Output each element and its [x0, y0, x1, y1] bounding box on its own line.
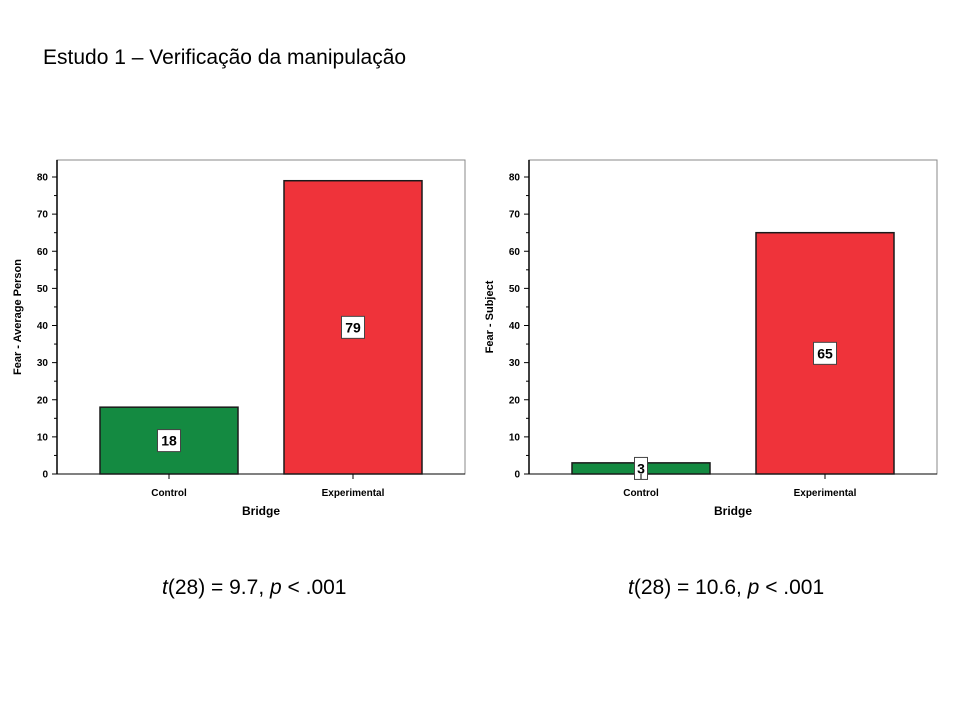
y-tick-label: 20: [509, 395, 521, 406]
slide-title: Estudo 1 – Verificação da manipulação: [43, 46, 407, 69]
data-label-box: [157, 429, 181, 453]
p-value: < .001: [281, 576, 347, 599]
y-axis-label: Fear - Average Person: [12, 259, 24, 375]
y-tick-label: 40: [37, 321, 49, 332]
x-axis-label: Bridge: [242, 504, 280, 518]
x-axis-label: Bridge: [714, 504, 752, 518]
y-tick-label: 30: [37, 358, 49, 369]
stat-result-left: t(28) = 9.7, p < .001: [162, 576, 346, 600]
x-tick-label: Experimental: [322, 488, 385, 499]
data-label-box: [813, 341, 837, 365]
y-tick-label: 10: [37, 432, 49, 443]
y-tick-label: 0: [514, 470, 520, 481]
y-tick-label: 70: [37, 210, 49, 221]
data-label: 65: [817, 345, 833, 361]
y-tick-label: 60: [37, 247, 49, 258]
chart-fear-subject: 0 10 20 30 40 50 60 70 80 Fear - Subject 3 Control 6…: [484, 159, 938, 518]
p-symbol: p: [747, 576, 760, 599]
data-label: 18: [161, 433, 177, 449]
data-label: 79: [345, 319, 361, 335]
x-tick-label: Experimental: [794, 488, 857, 499]
y-tick-label: 10: [509, 432, 521, 443]
p-value: < .001: [759, 576, 825, 599]
x-tick-label: Control: [623, 488, 659, 499]
t-statistic: (28) = 9.7,: [167, 576, 270, 599]
y-axis-label: Fear - Subject: [484, 280, 496, 353]
p-symbol: p: [269, 576, 282, 599]
t-symbol: t: [162, 576, 168, 599]
y-tick-label: 80: [509, 173, 521, 184]
y-tick-label: 50: [37, 284, 49, 295]
stat-result-right: t(28) = 10.6, p < .001: [628, 576, 824, 600]
y-tick-label: 30: [509, 358, 521, 369]
y-tick-label: 0: [42, 470, 48, 481]
y-tick-label: 70: [509, 210, 521, 221]
y-tick-label: 40: [509, 321, 521, 332]
chart-fear-average-person: 0 10 20 30 40 50 60 70 80 Fear - Average Person 18…: [12, 159, 466, 518]
y-tick-label: 20: [37, 395, 49, 406]
t-statistic: (28) = 10.6,: [633, 576, 748, 599]
x-tick-label: Control: [151, 488, 187, 499]
data-label-box: [341, 315, 365, 339]
y-tick-label: 50: [509, 284, 521, 295]
data-label: 3: [637, 460, 645, 476]
data-label-box: [634, 456, 648, 480]
y-tick-label: 80: [37, 173, 49, 184]
y-tick-label: 60: [509, 247, 521, 258]
t-symbol: t: [628, 576, 634, 599]
